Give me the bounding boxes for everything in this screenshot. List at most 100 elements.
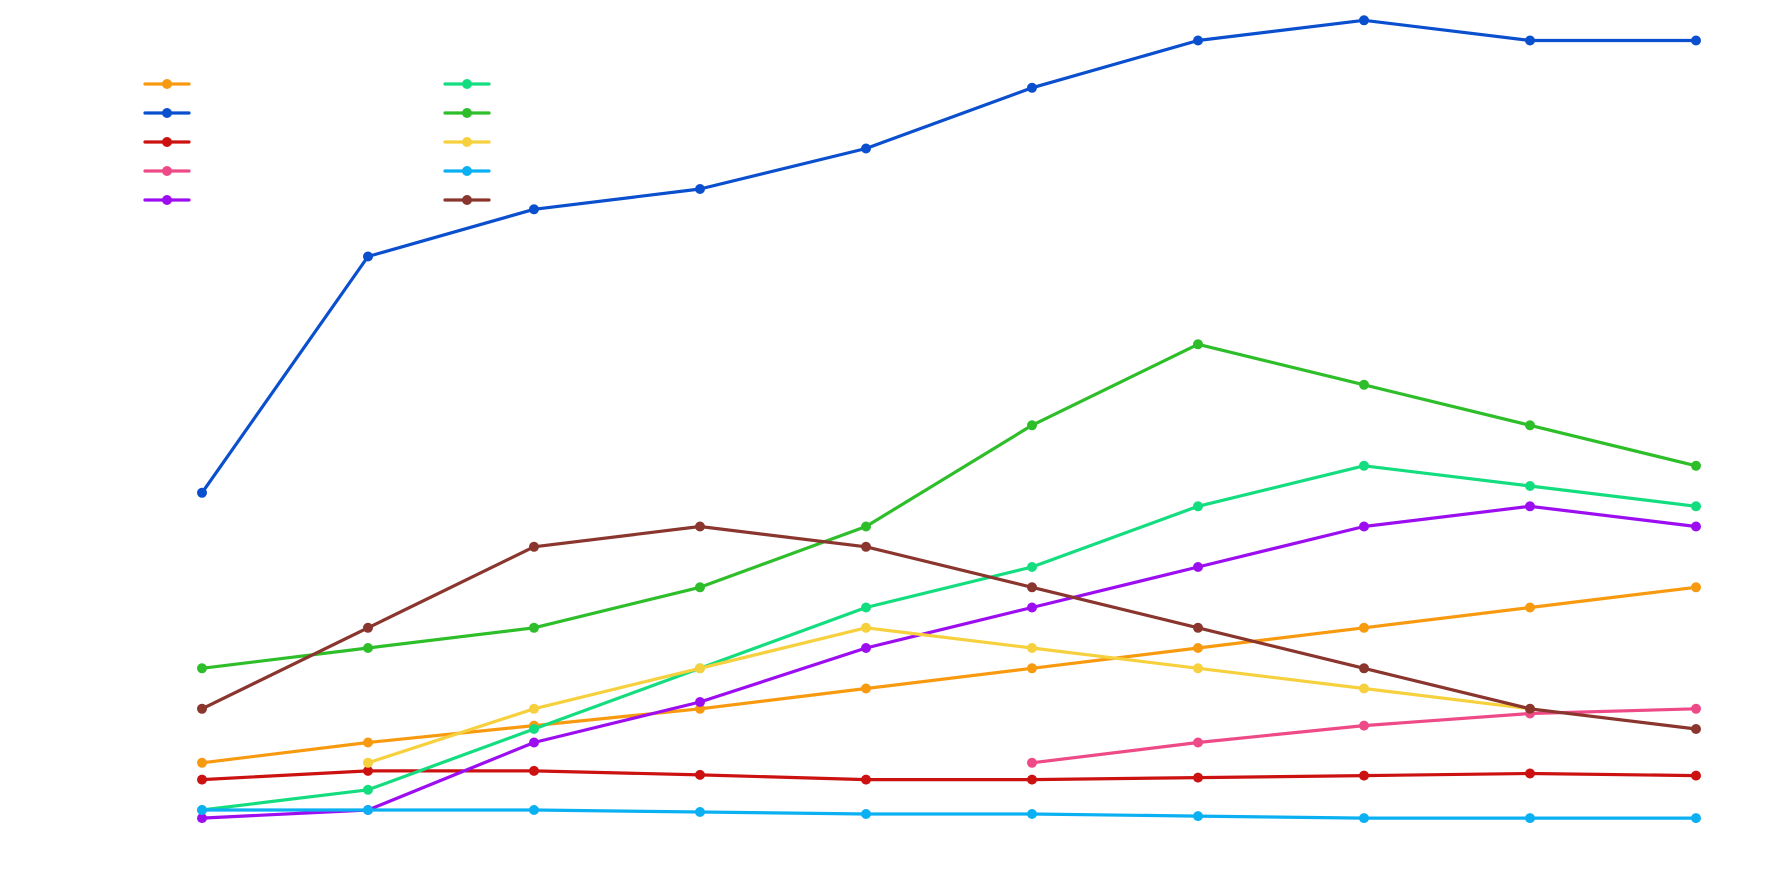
series-1-point — [197, 757, 207, 768]
series-3-point — [1193, 772, 1203, 783]
legend-swatch-marker — [462, 79, 472, 89]
series-8-point — [861, 622, 871, 633]
series-9-point — [861, 809, 871, 819]
series-4-point — [1193, 737, 1203, 748]
series-8-point — [1193, 663, 1203, 674]
series-4-point — [1359, 720, 1369, 731]
series-9-point — [529, 805, 539, 815]
series-4-point — [1691, 703, 1701, 714]
series-1-point — [861, 683, 871, 694]
series-1-point — [1525, 602, 1535, 613]
series-4-point — [1027, 757, 1037, 768]
series-3-point — [197, 774, 207, 785]
legend-swatch-marker — [462, 166, 472, 176]
series-5-point — [1691, 521, 1701, 532]
series-6-point — [861, 602, 871, 613]
series-5 — [197, 501, 1701, 824]
series-8-point — [363, 757, 373, 768]
series-2-point — [363, 251, 373, 262]
legend-entry-1 — [143, 79, 191, 89]
series-5-point — [1525, 501, 1535, 512]
series-2 — [197, 15, 1701, 498]
series-10-point — [529, 541, 539, 552]
series-9-line — [200, 808, 1698, 820]
series-9-point — [197, 805, 207, 815]
series-6-point — [1525, 481, 1535, 491]
series-3-point — [1359, 770, 1369, 781]
series-10-point — [1359, 663, 1369, 674]
series-7 — [197, 339, 1701, 674]
series-9-point — [1193, 811, 1203, 822]
series-1-point — [1359, 622, 1369, 633]
series-9-point — [1525, 813, 1535, 824]
series-10-point — [363, 622, 373, 633]
series-3-line — [200, 769, 1698, 782]
series-6 — [197, 460, 1701, 815]
legend-swatch-marker — [162, 79, 172, 89]
legend-entry-7 — [443, 108, 491, 118]
series-5-point — [1193, 562, 1203, 572]
legend-entry-2 — [143, 108, 191, 118]
series-5-point — [695, 697, 705, 707]
series-2-point — [529, 204, 539, 215]
series-9-point — [1027, 809, 1037, 819]
series-6-point — [529, 724, 539, 734]
legend-entry-5 — [143, 195, 191, 205]
legend-swatch-marker — [162, 137, 172, 147]
series-5-point — [1027, 602, 1037, 613]
series-3-point — [529, 765, 539, 776]
legend — [143, 79, 491, 205]
legend-entry-6 — [443, 79, 491, 89]
series-7-point — [861, 521, 871, 532]
series-5-point — [197, 813, 207, 824]
series-2-point — [1359, 15, 1369, 26]
series-10-point — [1193, 622, 1203, 633]
series-10-point — [695, 521, 705, 532]
series-layer — [197, 15, 1701, 824]
series-9-point — [363, 805, 373, 815]
series-6-point — [363, 784, 373, 795]
series-9-point — [1359, 813, 1369, 824]
series-6-point — [1027, 562, 1037, 572]
series-3-point — [1691, 770, 1701, 781]
series-7-point — [363, 643, 373, 653]
series-7-point — [1525, 420, 1535, 431]
series-7-point — [1691, 460, 1701, 471]
series-1-point — [1691, 582, 1701, 593]
series-7-point — [197, 663, 207, 674]
series-1-point — [1193, 643, 1203, 653]
series-6-point — [1359, 460, 1369, 471]
series-4 — [1027, 703, 1701, 768]
series-1-point — [363, 737, 373, 748]
series-7-point — [529, 622, 539, 633]
series-2-point — [197, 487, 207, 498]
legend-swatch-marker — [462, 137, 472, 147]
series-6-point — [1691, 501, 1701, 512]
series-7-point — [1193, 339, 1203, 350]
series-8-line — [366, 626, 1532, 765]
series-5-line — [200, 504, 1698, 820]
series-7-point — [1027, 420, 1037, 431]
series-1-line — [200, 585, 1698, 765]
series-5-point — [1359, 521, 1369, 532]
series-2-point — [1525, 35, 1535, 46]
series-2-point — [1691, 35, 1701, 46]
series-2-point — [861, 143, 871, 154]
legend-swatch-marker — [162, 108, 172, 118]
legend-entry-8 — [443, 137, 491, 147]
legend-entry-9 — [443, 166, 491, 176]
legend-swatch-marker — [462, 195, 472, 205]
series-9-point — [695, 807, 705, 817]
series-5-point — [529, 737, 539, 748]
series-3-point — [1525, 768, 1535, 779]
series-10-point — [1525, 703, 1535, 714]
series-10-line — [200, 524, 1698, 731]
series-2-point — [1193, 35, 1203, 46]
series-6-point — [1193, 501, 1203, 512]
series-8-point — [1359, 683, 1369, 694]
series-8 — [363, 622, 1535, 768]
series-8-point — [1027, 643, 1037, 653]
series-3-point — [695, 769, 705, 780]
